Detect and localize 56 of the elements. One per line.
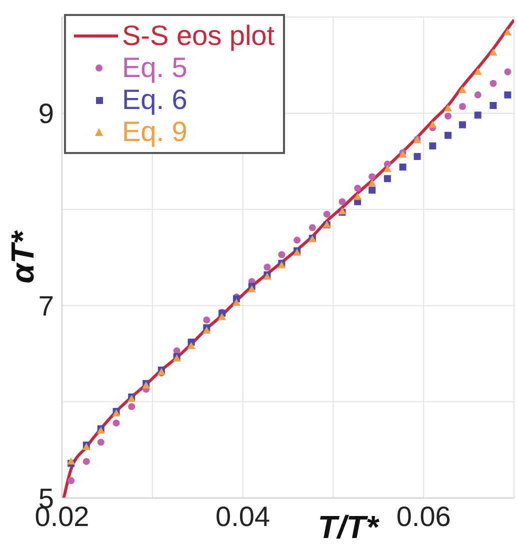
point	[354, 184, 362, 192]
x-tick-label: 0.06	[396, 500, 451, 532]
point	[384, 160, 391, 168]
point	[112, 419, 120, 426]
point	[490, 102, 497, 110]
point	[82, 458, 90, 465]
y-tick-label: 7	[38, 290, 54, 322]
point	[368, 179, 376, 186]
point	[490, 80, 497, 87]
point	[474, 91, 482, 98]
point	[308, 224, 316, 232]
point	[474, 68, 482, 75]
legend-label: Eq. 6	[122, 84, 188, 116]
point	[338, 198, 346, 206]
y-axis-title: αT*	[4, 230, 40, 284]
point	[458, 121, 466, 128]
point	[68, 477, 75, 484]
point	[202, 326, 211, 334]
point	[218, 313, 226, 320]
point	[264, 264, 271, 271]
point	[504, 68, 512, 76]
point	[458, 86, 466, 94]
point	[97, 438, 104, 446]
point	[67, 457, 76, 464]
point	[444, 112, 452, 120]
legend-label: Eq. 9	[122, 116, 188, 148]
point	[399, 164, 406, 171]
x-axis-title: T/T*	[318, 509, 380, 545]
point	[414, 152, 421, 160]
point	[504, 91, 512, 98]
point	[444, 104, 452, 112]
point	[323, 210, 330, 218]
point	[203, 316, 210, 324]
point	[248, 285, 256, 292]
point	[368, 186, 376, 194]
point	[383, 164, 392, 172]
point	[128, 403, 136, 410]
line-series	[62, 18, 514, 498]
x-tick-label: 0.04	[216, 500, 270, 532]
point	[384, 175, 391, 182]
point	[232, 298, 240, 306]
point	[187, 342, 196, 350]
point	[489, 48, 498, 56]
y-tick-label: 9	[38, 98, 54, 130]
point	[504, 28, 512, 36]
point	[429, 142, 436, 150]
point	[278, 251, 286, 258]
point	[474, 112, 482, 119]
legend-label: Eq. 5	[122, 52, 188, 84]
point	[444, 132, 452, 139]
point	[368, 173, 376, 180]
point	[458, 102, 466, 110]
point	[294, 236, 301, 244]
legend-label: S-S eos plot	[122, 20, 275, 52]
point	[354, 192, 362, 200]
point	[428, 120, 437, 128]
